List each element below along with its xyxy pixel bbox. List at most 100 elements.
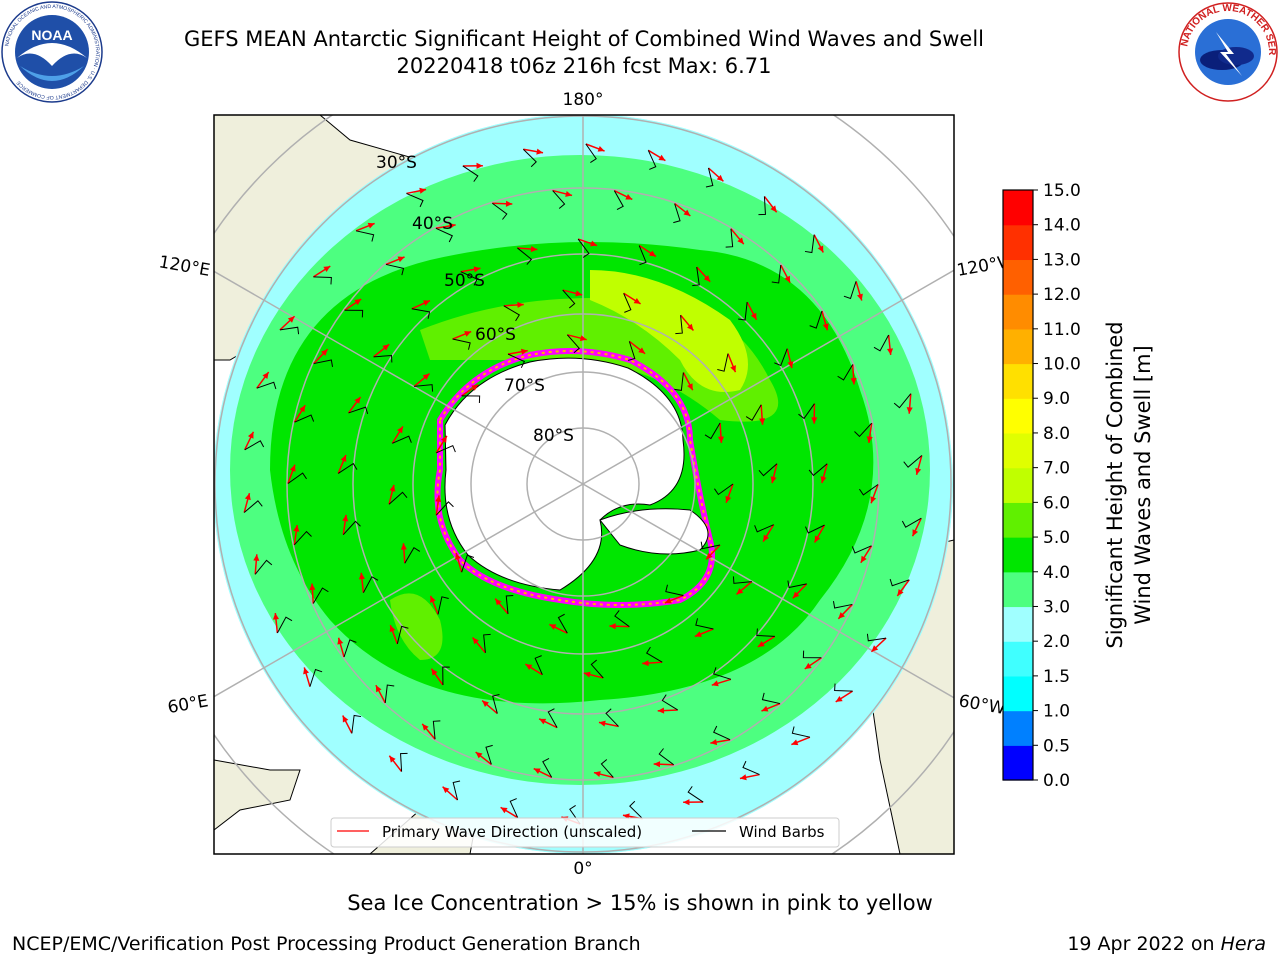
wave-direction-arrowhead: [703, 275, 711, 282]
wind-barb: [385, 263, 405, 276]
wind-barb: [658, 748, 674, 766]
wind-barb: [808, 463, 828, 477]
wave-direction-arrowhead: [293, 525, 300, 532]
legend-wind-barbs-label: Wind Barbs: [739, 823, 825, 841]
colorbar-tick-label: 2.0: [1043, 632, 1070, 652]
wave-direction-arrowhead: [262, 372, 269, 379]
lat-label-70s: 70°S: [504, 376, 545, 396]
wind-barb: [700, 541, 721, 550]
wind-barb: [432, 720, 441, 740]
wind-barb: [673, 203, 681, 224]
wind-barb: [256, 381, 277, 390]
wind-barb: [522, 148, 537, 168]
wave-direction-arrowhead: [244, 493, 251, 501]
wind-barb: [442, 666, 450, 686]
wind-barb: [791, 726, 811, 738]
wind-barb: [714, 483, 734, 496]
wind-barb: [337, 462, 358, 474]
wind-barb: [901, 517, 922, 528]
colorbar-tick-label: 10.0: [1043, 355, 1081, 375]
wind-barb: [692, 266, 700, 287]
wind-barb: [695, 618, 714, 630]
wave-band-5-6m-south: [390, 593, 443, 660]
wind-barb: [837, 364, 854, 381]
wind-barb: [585, 143, 597, 164]
wave-direction-arrowhead: [309, 583, 316, 591]
wave-direction-arrowhead: [710, 739, 718, 746]
date-line: 19 Apr 2022 on Hera: [1067, 933, 1266, 955]
wave-direction-arrowhead: [792, 591, 800, 599]
wave-direction-arrowhead: [770, 205, 777, 213]
wind-barb: [392, 435, 412, 444]
wave-direction-arrowhead: [422, 373, 430, 380]
wave-direction-arrowhead: [389, 484, 396, 492]
wind-barb: [738, 302, 748, 321]
wave-direction-arrowhead: [642, 660, 649, 667]
wind-barb: [384, 684, 395, 703]
wave-direction-arrowhead: [871, 645, 879, 652]
wave-direction-arrowhead: [473, 266, 481, 273]
wind-barb: [704, 422, 721, 440]
wind-barb: [362, 576, 379, 593]
wave-direction-arrowhead: [430, 595, 436, 603]
wind-barb: [732, 576, 752, 584]
lat-label-30s: 30°S: [376, 153, 417, 173]
colorbar-tick-label: 11.0: [1043, 320, 1081, 340]
wind-barb: [279, 326, 300, 335]
wave-direction-arrowhead: [737, 237, 744, 245]
wind-barb: [843, 281, 857, 300]
colorbar-tick-label: 15.0: [1043, 181, 1081, 201]
wave-direction-arrowhead: [763, 534, 770, 542]
lon-label-0: 0°: [573, 859, 592, 879]
wave-direction-arrowhead: [389, 625, 396, 633]
wind-barb: [411, 308, 431, 319]
wind-barb: [854, 422, 873, 438]
colorbar-bin: [1003, 398, 1033, 434]
wave-direction-arrowhead: [382, 344, 390, 351]
wave-direction-arrowhead: [633, 297, 641, 304]
wind-barb: [505, 595, 514, 614]
colorbar-label-line2: Wind Waves and Swell [m]: [1131, 345, 1155, 625]
wave-direction-arrowhead: [525, 664, 533, 671]
wave-direction-arrowhead: [247, 431, 254, 439]
colorbar-tick-label: 1.5: [1043, 667, 1070, 687]
wind-barb: [351, 714, 362, 734]
wind-barb: [787, 580, 807, 589]
wave-direction-arrowhead: [495, 598, 502, 606]
colorbar-tick-label: 1.0: [1043, 702, 1070, 722]
wind-barb: [534, 655, 543, 675]
wind-barb: [687, 786, 704, 803]
wave-direction-arrowhead: [475, 752, 483, 759]
wind-barb: [754, 524, 774, 533]
wave-direction-arrowhead: [253, 554, 260, 561]
latitude-labels: 30°S 40°S 50°S 60°S 70°S 80°S: [376, 153, 574, 446]
wave-direction-arrowhead: [471, 384, 479, 391]
wind-barb: [507, 353, 526, 369]
wind-barb: [435, 501, 454, 516]
colorbar-bin: [1003, 467, 1033, 503]
wave-direction-arrowhead: [419, 187, 427, 194]
wave-direction-arrowhead: [822, 323, 829, 331]
wind-barb: [452, 338, 471, 350]
colorbar-label-line1: Significant Height of Combined: [1103, 321, 1127, 649]
wave-direction-arrowhead: [598, 720, 606, 727]
wind-barb: [462, 165, 479, 182]
colorbar-bin: [1003, 190, 1033, 226]
wave-direction-arrowhead: [464, 331, 472, 337]
colorbar-bin: [1003, 571, 1033, 608]
legend-wave-direction-label: Primary Wave Direction (unscaled): [382, 823, 642, 841]
wind-barb: [373, 354, 393, 363]
colorbar-bin: [1003, 259, 1033, 295]
colorbar-label: Significant Height of Combined Wind Wave…: [1101, 185, 1157, 785]
date-text: 19 Apr 2022 on: [1067, 933, 1221, 955]
wind-barb: [614, 610, 630, 628]
colorbar-tick-label: 3.0: [1043, 597, 1070, 617]
wind-barb: [851, 545, 872, 554]
wave-direction-arrowhead: [648, 250, 656, 257]
wind-barb: [293, 530, 312, 546]
wind-barb: [713, 667, 732, 680]
wind-barb: [542, 757, 553, 778]
wave-direction-arrowhead: [533, 768, 541, 775]
chart-subtitle: 20220418 t06z 216h fcst Max: 6.71: [396, 54, 772, 78]
wave-direction-arrowhead: [804, 662, 812, 669]
